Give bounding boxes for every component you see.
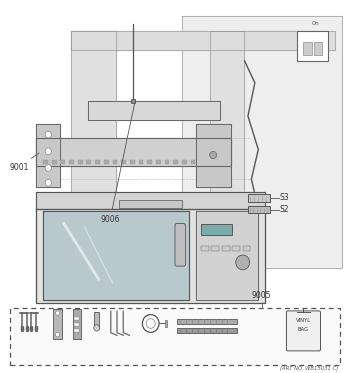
Bar (119, 200, 182, 208)
Bar (177, 319, 238, 324)
Bar (156, 160, 161, 163)
Bar (201, 223, 232, 235)
Bar (94, 312, 99, 328)
Bar (74, 329, 79, 332)
Polygon shape (196, 211, 258, 300)
Text: (ART NO. WB15031 C): (ART NO. WB15031 C) (280, 366, 338, 371)
Bar (72, 310, 81, 339)
Bar (232, 246, 240, 251)
Circle shape (45, 179, 51, 186)
Circle shape (45, 148, 51, 155)
Polygon shape (36, 123, 61, 186)
Polygon shape (71, 31, 335, 50)
Bar (314, 42, 322, 55)
Bar (296, 31, 328, 61)
FancyBboxPatch shape (286, 311, 321, 351)
Polygon shape (210, 31, 244, 268)
Bar (43, 160, 48, 163)
Circle shape (210, 151, 217, 159)
Polygon shape (182, 16, 342, 268)
Bar (147, 160, 152, 163)
Circle shape (56, 332, 60, 337)
Bar (95, 160, 100, 163)
Text: 9006: 9006 (100, 104, 134, 224)
Bar (112, 160, 117, 163)
Bar (139, 160, 143, 163)
Bar (130, 160, 135, 163)
Bar (248, 207, 271, 213)
Circle shape (236, 255, 250, 270)
Bar (173, 160, 178, 163)
Bar (164, 160, 169, 163)
Bar (182, 160, 187, 163)
FancyBboxPatch shape (10, 308, 340, 365)
Bar (131, 99, 135, 103)
Bar (74, 323, 79, 326)
Polygon shape (196, 123, 231, 186)
Circle shape (94, 325, 100, 331)
Bar (86, 160, 91, 163)
Bar (303, 42, 312, 55)
Circle shape (45, 164, 51, 171)
Circle shape (45, 131, 51, 138)
Bar (248, 194, 271, 202)
Bar (164, 320, 167, 327)
Bar (52, 160, 57, 163)
Bar (104, 160, 109, 163)
Polygon shape (43, 211, 189, 300)
Text: BAG: BAG (298, 327, 309, 332)
FancyBboxPatch shape (175, 223, 186, 266)
Text: 9005: 9005 (251, 291, 271, 300)
Text: On: On (312, 22, 320, 26)
Text: S2: S2 (279, 206, 289, 214)
Polygon shape (36, 192, 265, 209)
Bar (78, 160, 83, 163)
Bar (69, 160, 74, 163)
Polygon shape (36, 209, 265, 303)
Bar (74, 317, 79, 320)
Bar (243, 246, 250, 251)
Bar (222, 246, 230, 251)
Bar (54, 310, 62, 339)
Circle shape (56, 311, 60, 315)
Bar (121, 160, 126, 163)
Bar (191, 160, 196, 163)
Polygon shape (71, 31, 116, 268)
Bar (201, 246, 209, 251)
Bar (211, 246, 219, 251)
Polygon shape (88, 101, 220, 120)
Bar (61, 160, 65, 163)
Text: VINYL: VINYL (296, 318, 311, 323)
Text: S3: S3 (279, 193, 289, 202)
Polygon shape (36, 138, 231, 166)
Text: 9001: 9001 (9, 153, 39, 172)
Bar (177, 327, 238, 333)
